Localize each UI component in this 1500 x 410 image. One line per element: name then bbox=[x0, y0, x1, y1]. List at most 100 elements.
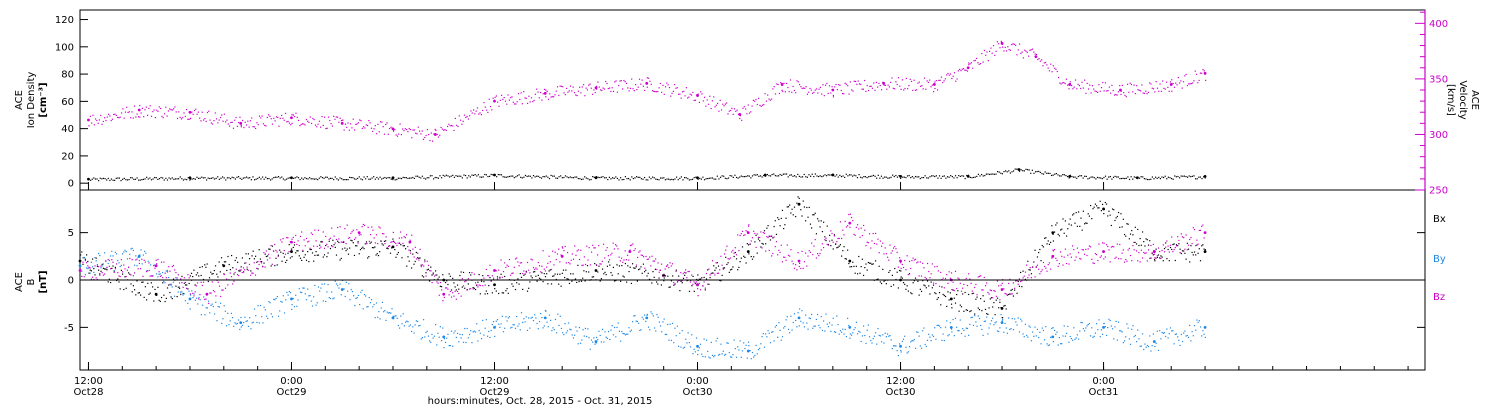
b-bx-dot bbox=[918, 294, 920, 296]
b-bx-dot bbox=[1145, 238, 1147, 240]
b-by-dot bbox=[334, 280, 336, 282]
b-bz-dot bbox=[187, 274, 189, 276]
ion-density-dot bbox=[1146, 178, 1149, 181]
ion-density-dot bbox=[158, 178, 161, 180]
velocity-dot bbox=[830, 92, 832, 94]
ion-density-dot bbox=[325, 176, 327, 178]
b-bx-dot bbox=[500, 273, 502, 275]
ion-density-dot bbox=[1100, 177, 1102, 179]
b-bx-dot bbox=[1092, 208, 1094, 210]
b-by-dot bbox=[251, 322, 253, 324]
b-by-dot bbox=[1146, 344, 1148, 347]
velocity-dot bbox=[457, 125, 459, 128]
velocity-dot bbox=[467, 118, 469, 120]
ion-density-dot bbox=[453, 176, 455, 178]
ion-density-dot bbox=[118, 177, 121, 179]
b-bx-dot bbox=[326, 256, 328, 258]
b-bx-dot bbox=[401, 257, 403, 259]
b-bx-dot bbox=[195, 274, 197, 276]
b-bx-dot bbox=[222, 264, 224, 266]
b-by-dot bbox=[1030, 340, 1033, 342]
ion-density-dot bbox=[830, 174, 832, 176]
b-by-dot bbox=[817, 313, 819, 316]
b-by-dot bbox=[759, 347, 761, 349]
b-by-dot bbox=[1039, 331, 1041, 333]
velocity-dot bbox=[1048, 70, 1051, 72]
velocity-dot bbox=[408, 127, 410, 130]
velocity-dot bbox=[288, 122, 291, 124]
b-bx-dot bbox=[415, 251, 417, 254]
b-bx-dot bbox=[1018, 285, 1021, 287]
ion-density-dot bbox=[731, 175, 733, 177]
velocity-dot bbox=[692, 91, 694, 94]
b-bz-dot bbox=[813, 245, 815, 247]
b-by-dot bbox=[529, 327, 531, 329]
b-by-dot bbox=[144, 250, 146, 253]
b-bx-dot bbox=[600, 278, 603, 280]
b-bx-dot bbox=[953, 297, 955, 299]
b-bx-dot bbox=[672, 275, 674, 277]
velocity-dot bbox=[234, 119, 236, 121]
b-bx-dot bbox=[374, 246, 376, 248]
b-bz-dot bbox=[727, 258, 729, 260]
b-bx-dot bbox=[520, 276, 523, 278]
b-bz-dot bbox=[578, 258, 581, 261]
b-by-dot bbox=[203, 296, 205, 298]
velocity-dot bbox=[646, 86, 648, 88]
b-bz-dot bbox=[114, 268, 116, 270]
b-bx-dot bbox=[941, 286, 943, 288]
ion-density-dot bbox=[593, 176, 595, 178]
ion-density-dot bbox=[552, 175, 554, 177]
velocity-dot bbox=[546, 90, 548, 92]
velocity-dot bbox=[1097, 91, 1099, 93]
velocity-dot bbox=[355, 123, 357, 126]
ion-density-dot bbox=[400, 177, 403, 180]
b-bx-dot bbox=[652, 271, 654, 273]
velocity-dot bbox=[1164, 88, 1166, 90]
b-by-dot bbox=[819, 327, 821, 329]
b-by-dot bbox=[929, 336, 931, 338]
b-by-dot bbox=[394, 315, 396, 317]
b-bz-dot bbox=[1162, 244, 1164, 246]
b-bx-dot bbox=[923, 284, 925, 286]
velocity-dot bbox=[217, 122, 219, 124]
b-by-dot bbox=[467, 337, 469, 339]
ion-density-dot bbox=[776, 175, 778, 177]
b-by-dot bbox=[852, 332, 854, 334]
velocity-dot bbox=[292, 114, 294, 116]
b-bz-dot bbox=[768, 249, 770, 252]
b-bz-dot bbox=[617, 248, 619, 250]
b-bz-dot bbox=[582, 264, 584, 266]
velocity-dot bbox=[329, 119, 331, 122]
velocity-dot bbox=[239, 116, 241, 118]
b-bx-dot bbox=[926, 280, 929, 282]
velocity-dot bbox=[425, 134, 427, 137]
b-bz-dot bbox=[942, 277, 944, 279]
b-by-dot bbox=[940, 327, 942, 329]
ion-density-dot bbox=[697, 178, 699, 180]
ion-density-dot bbox=[1199, 176, 1201, 178]
b-bz-dot bbox=[435, 274, 437, 276]
b-bx-dot bbox=[716, 262, 718, 264]
b-bx-dot bbox=[761, 242, 763, 245]
b-bz-dot bbox=[1009, 278, 1011, 280]
ion-density-dot bbox=[186, 179, 188, 181]
velocity-dot bbox=[867, 89, 870, 92]
b-by-dot bbox=[1080, 321, 1082, 324]
b-bx-dot bbox=[1074, 222, 1076, 224]
b-by-dot bbox=[983, 320, 985, 322]
b-bx-dot bbox=[708, 283, 710, 285]
b-bx-dot bbox=[1005, 308, 1007, 310]
b-by-dot bbox=[885, 336, 887, 338]
b-by-dot bbox=[540, 313, 542, 315]
b-bz-dot bbox=[628, 259, 630, 261]
velocity-dot bbox=[284, 112, 287, 114]
b-by-dot bbox=[580, 342, 582, 344]
b-bz-dot bbox=[562, 247, 564, 249]
b-bz-dot bbox=[421, 264, 424, 266]
velocity-dot bbox=[182, 117, 184, 119]
velocity-dot bbox=[373, 128, 375, 130]
b-bx-dot bbox=[286, 259, 288, 261]
ion-density-dot bbox=[982, 175, 984, 177]
b-bz-dot bbox=[744, 234, 746, 236]
